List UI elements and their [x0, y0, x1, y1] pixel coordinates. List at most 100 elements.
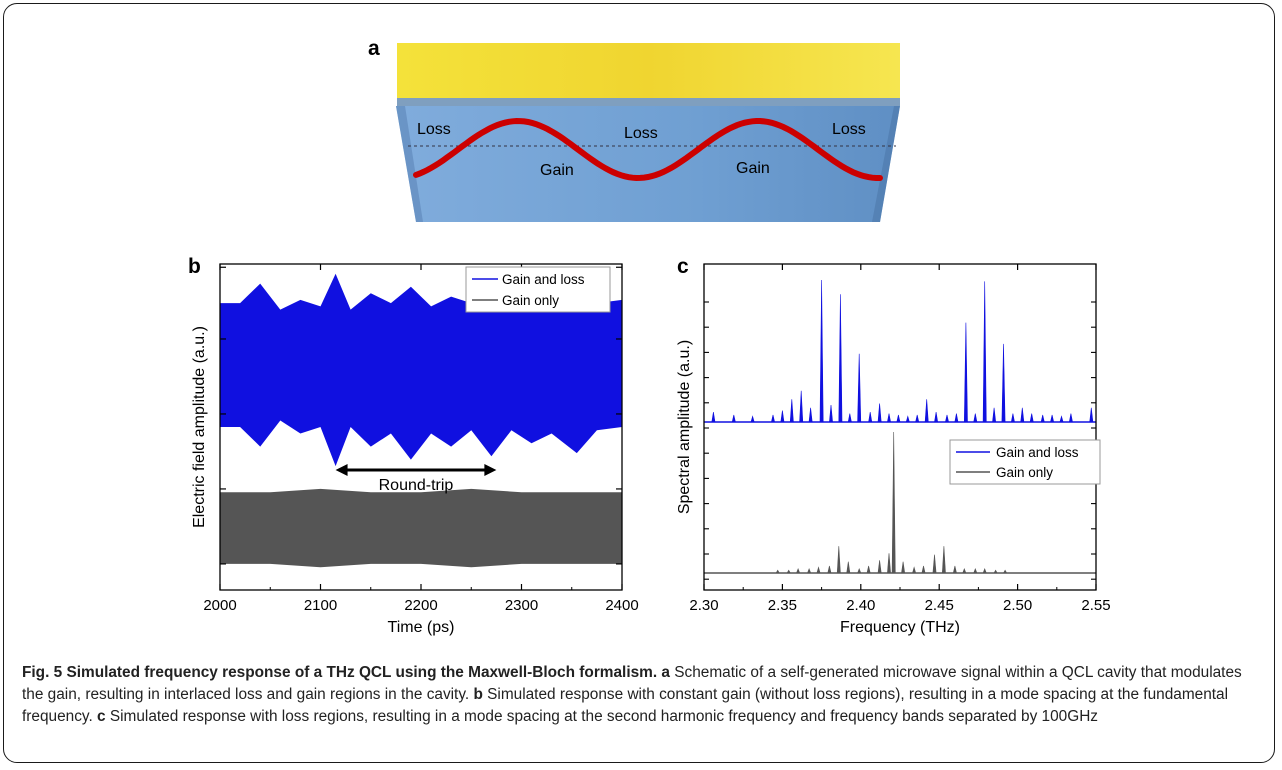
panel-letter-b: b [188, 255, 201, 278]
panel-b-legend: Gain and loss Gain only [465, 266, 611, 313]
spectral-peak-gain-and-loss [731, 414, 736, 423]
microwave-signal-wave [413, 117, 883, 182]
caption-text-a: Schematic of a self-generated microwave … [22, 664, 1242, 703]
legend-label-gain-and-loss-c: Gain and loss [996, 445, 1079, 460]
x-tick-label: 2.30 [689, 597, 718, 614]
panel-c-xlabel: Frequency (THz) [840, 619, 960, 636]
panel-letter-a: a [368, 37, 380, 60]
panel-b-axes: 2000 2100 2200 2300 2400 Time (ps) Electric fi… [191, 263, 639, 636]
panel-b-legend-box [465, 266, 611, 313]
spectral-peak-gain-and-loss [1029, 413, 1034, 423]
spectral-peak-gain-only [877, 560, 882, 574]
legend-label-gain-only-c: Gain only [996, 465, 1053, 480]
spectral-peak-gain-and-loss [1010, 413, 1015, 423]
panel-c-ylabel: Spectral amplitude (a.u.) [676, 340, 693, 514]
region-label-gain-left: Gain [540, 162, 574, 179]
round-trip-arrowhead-left [335, 464, 348, 476]
x-tick-label: 2000 [203, 597, 236, 614]
legend-label-gain-only: Gain only [502, 293, 559, 308]
spectral-peak-gain-only [982, 567, 987, 574]
spectral-peak-gain-and-loss [711, 412, 716, 423]
spectral-peak-gain-only [775, 569, 780, 574]
spectral-peak-gain-and-loss [1040, 414, 1045, 423]
spectral-peak-gain-and-loss [973, 413, 978, 423]
spectral-peak-gain-only [807, 567, 812, 574]
spectral-peak-gain-only [796, 567, 801, 574]
spectral-peak-gain-and-loss [896, 414, 901, 423]
spectral-peak-gain-and-loss [1059, 415, 1064, 423]
panel-b-ylabel: Electric field amplitude (a.u.) [191, 326, 208, 528]
caption-label-c: c [97, 708, 106, 725]
region-label-loss-left: Loss [417, 121, 451, 138]
panel-c-legend-box [949, 439, 1101, 485]
panel-a: a Loss Loss Loss Gain Gain [368, 37, 900, 222]
spectral-peak-gain-only [866, 565, 871, 574]
spectral-peak-gain-and-loss [789, 399, 794, 423]
caption-text-c: Simulated response with loss regions, re… [109, 708, 1099, 725]
region-label-gain-right: Gain [736, 160, 770, 177]
caption-label-b: b [473, 686, 483, 703]
x-tick-label: 2.50 [1003, 597, 1032, 614]
spectral-peak-gain-and-loss [1020, 407, 1025, 423]
series-envelope-gain-only [220, 488, 622, 568]
spectral-peak-gain-and-loss [877, 403, 882, 423]
spectral-peak-gain-and-loss [924, 399, 929, 423]
panel-b-series [220, 273, 622, 568]
x-tick-label: 2200 [404, 597, 437, 614]
spectral-peak-gain-only [827, 565, 832, 574]
panel-c-axes: 2.30 2.35 2.40 2.45 2.50 2.55 Frequency (THz) S… [676, 263, 1111, 636]
spectral-peak-gain-only [912, 566, 917, 574]
region-label-loss-right: Loss [832, 121, 866, 138]
round-trip-label: Round-trip [379, 477, 454, 494]
panel-letter-c: c [677, 255, 689, 278]
spectral-peak-gain-only [921, 565, 926, 574]
x-tick-label: 2.55 [1081, 597, 1110, 614]
cavity-facet-left [396, 106, 423, 222]
spectral-peak-gain-and-loss [819, 279, 824, 423]
x-tick-label: 2300 [505, 597, 538, 614]
spectral-peak-gain-and-loss [963, 322, 968, 423]
caption-text-b: Simulated response with constant gain (w… [22, 686, 1229, 725]
spectral-peak-gain-and-loss [887, 413, 891, 423]
spectral-peak-gain-only [846, 561, 851, 574]
spectral-peak-gain-only [901, 561, 906, 574]
spectral-peak-gain-and-loss [857, 353, 862, 423]
spectral-peak-gain-and-loss [934, 412, 939, 423]
spectral-peak-gain-and-loss [982, 281, 987, 423]
spectral-peak-gain-and-loss [771, 414, 775, 423]
cavity-facet-right [872, 106, 900, 222]
spectral-peak-gain-only [857, 567, 862, 574]
panel-c: c 2.30 2.35 2.40 2.45 2.50 2.55 Frequency (THz… [676, 255, 1111, 636]
spectral-peak-gain-only [962, 567, 967, 574]
round-trip-annotation: Round-trip [335, 464, 497, 494]
x-tick-label: 2400 [605, 597, 638, 614]
spectral-peak-gain-only [973, 567, 978, 574]
spectral-peak-gain-and-loss [1089, 407, 1094, 423]
spectral-peak-gain-only [932, 554, 937, 574]
x-tick-label: 2.40 [846, 597, 875, 614]
spectral-peak-gain-and-loss [915, 414, 920, 423]
spectral-peak-gain-and-loss [829, 404, 833, 423]
spectral-peak-gain-only [952, 565, 957, 574]
figure-canvas: a Loss Loss Loss Gain Gain b 2000 2100 220… [188, 37, 1111, 636]
spectral-peak-gain-and-loss [868, 412, 873, 423]
spectral-peak-gain-only [941, 546, 946, 574]
spectral-peak-gain-and-loss [945, 414, 949, 423]
panel-b-xlabel: Time (ps) [388, 619, 455, 636]
series-envelope-gain-and-loss [220, 273, 622, 467]
round-trip-arrowhead-right [484, 464, 497, 476]
figure-frame [3, 3, 1275, 763]
panel-c-series [704, 279, 1096, 574]
spectral-peak-gain-only [786, 569, 791, 574]
spectral-peak-gain-only [836, 546, 841, 574]
region-label-loss-center: Loss [624, 125, 658, 142]
panel-b: b 2000 2100 2200 2300 2400 Time (ps) Electric … [188, 255, 639, 636]
spectral-peak-gain-and-loss [954, 413, 959, 423]
spectral-peak-gain-and-loss [1068, 413, 1073, 423]
spectral-peak-gain-only [1002, 569, 1008, 574]
spectral-peak-gain-and-loss [1001, 343, 1006, 423]
caption-lead: Fig. 5 Simulated frequency response of a… [22, 664, 658, 681]
figure-caption: Fig. 5 Simulated frequency response of a… [22, 662, 1262, 728]
spectral-peak-gain-only [993, 569, 998, 574]
spectral-peak-gain-only [891, 431, 896, 574]
